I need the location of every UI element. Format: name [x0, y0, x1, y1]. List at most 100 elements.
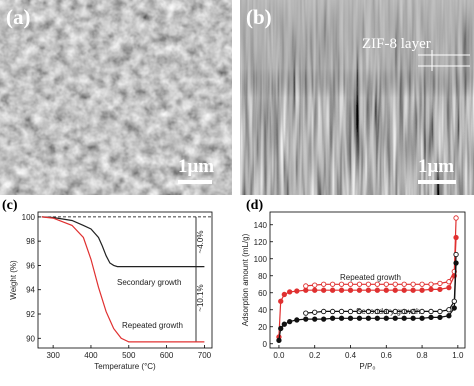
y-tick-label: 96	[26, 261, 35, 270]
x-tick-label: 600	[160, 351, 174, 360]
x-tick-label: 400	[84, 351, 98, 360]
annotation: ~4.0%	[196, 231, 205, 254]
scale-label: 1μm	[418, 156, 454, 177]
sem-image	[0, 0, 232, 195]
data-point	[392, 287, 398, 293]
data-point	[419, 287, 425, 293]
data-point	[374, 281, 380, 287]
data-point	[428, 286, 434, 292]
data-point	[428, 308, 434, 315]
y-tick-label: 100	[22, 213, 36, 222]
x-tick-label: 0.2	[309, 351, 321, 360]
y-tick-label: 60	[258, 289, 267, 298]
y-tick-label: 98	[26, 237, 35, 246]
data-point	[437, 286, 443, 292]
data-point	[383, 308, 389, 315]
data-point	[419, 281, 425, 287]
data-point	[365, 287, 372, 293]
y-axis-label: Adsorption amount (mL/g)	[241, 233, 250, 326]
data-point	[428, 281, 434, 287]
data-point	[365, 308, 372, 315]
data-point	[392, 315, 398, 321]
data-point	[321, 316, 327, 322]
data-point	[347, 281, 354, 287]
data-point	[338, 315, 345, 321]
annotation: Secondary growth	[117, 278, 181, 287]
data-point	[312, 309, 318, 315]
sem-overlay	[240, 0, 474, 195]
data-point	[453, 251, 459, 258]
data-point	[338, 287, 345, 293]
data-point	[451, 305, 457, 311]
y-tick-label: 140	[254, 221, 268, 230]
data-point	[365, 315, 372, 321]
data-point	[321, 308, 327, 315]
data-point	[338, 281, 345, 287]
data-point	[365, 281, 372, 287]
panel-label: (d)	[246, 198, 263, 213]
data-point	[356, 308, 363, 315]
data-point	[303, 310, 309, 316]
panel-label: (a)	[6, 5, 31, 29]
data-point	[410, 281, 416, 287]
panel-label: (c)	[2, 198, 18, 213]
data-point	[401, 281, 407, 287]
data-point	[428, 314, 434, 321]
data-point	[446, 279, 452, 285]
data-point	[410, 308, 416, 315]
data-point	[278, 298, 284, 304]
data-point	[401, 287, 407, 293]
data-point	[329, 308, 336, 315]
data-point	[278, 325, 284, 332]
data-point	[347, 308, 354, 315]
data-point	[446, 284, 452, 291]
x-axis-label: Temperature (°C)	[94, 362, 156, 371]
annotation: Secondary growth	[356, 307, 420, 316]
data-point	[383, 315, 389, 321]
data-point	[356, 287, 363, 293]
data-point	[312, 282, 318, 288]
y-tick-label: 0	[263, 340, 268, 349]
x-tick-label: 700	[198, 351, 212, 360]
data-point	[410, 315, 416, 321]
x-tick-label: 0.8	[417, 351, 429, 360]
data-point	[374, 287, 380, 293]
y-tick-label: 100	[254, 255, 268, 264]
data-point	[347, 315, 354, 321]
data-point	[303, 287, 309, 293]
y-tick-label: 92	[26, 310, 35, 319]
charts: (c)300 400 500 600 7009092949698100Temperatu…	[2, 198, 466, 371]
data-point	[281, 291, 287, 298]
data-point	[383, 281, 389, 287]
data-point	[303, 316, 309, 322]
x-tick-label: 300	[46, 351, 60, 360]
data-point	[287, 318, 293, 325]
plot-frame	[269, 211, 466, 349]
data-point	[356, 281, 363, 287]
panel-label: (b)	[246, 5, 272, 29]
data-point	[294, 288, 300, 294]
data-point	[374, 315, 380, 321]
data-point	[276, 337, 282, 343]
data-point	[347, 287, 354, 293]
y-tick-label: 20	[258, 323, 267, 332]
data-point	[329, 287, 336, 293]
data-point	[453, 215, 459, 221]
data-point	[281, 321, 287, 327]
scale-label: 1μm	[178, 156, 214, 177]
data-point	[419, 308, 425, 315]
data-point	[401, 308, 407, 315]
x-axis-label: P/P₀	[359, 362, 375, 371]
data-point	[437, 308, 443, 315]
data-point	[321, 287, 327, 293]
data-point	[321, 281, 327, 287]
y-tick-label: 40	[258, 306, 267, 315]
data-point	[287, 289, 293, 295]
annotation: Repeated growth	[122, 321, 183, 330]
data-point	[446, 307, 452, 313]
x-tick-label: 0.4	[345, 351, 357, 360]
data-point	[410, 287, 416, 293]
data-point	[446, 313, 452, 319]
y-tick-label: 80	[258, 272, 267, 281]
